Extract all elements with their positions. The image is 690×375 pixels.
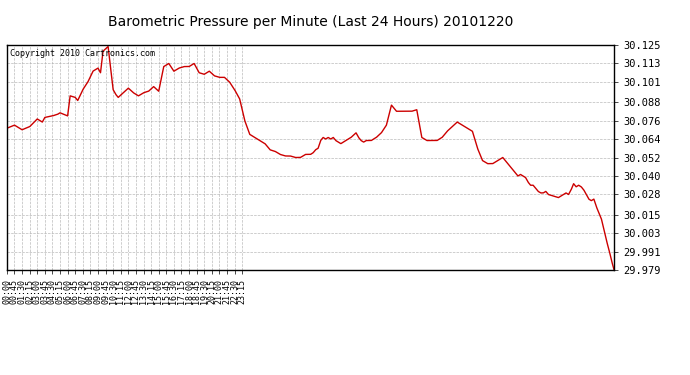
- Text: Copyright 2010 Cartronics.com: Copyright 2010 Cartronics.com: [10, 50, 155, 58]
- Text: Barometric Pressure per Minute (Last 24 Hours) 20101220: Barometric Pressure per Minute (Last 24 …: [108, 15, 513, 29]
